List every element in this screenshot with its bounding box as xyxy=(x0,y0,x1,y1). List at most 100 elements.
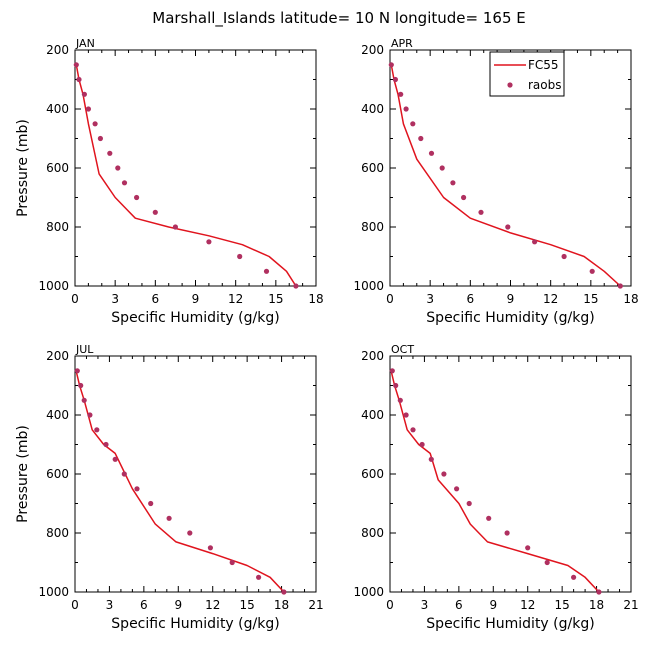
plot-frame xyxy=(74,49,317,287)
raobs-point xyxy=(397,397,403,403)
x-tick-label: 6 xyxy=(152,292,160,306)
raobs-point xyxy=(419,441,425,448)
x-tick-label: 9 xyxy=(489,598,497,612)
x-tick-label: 12 xyxy=(520,598,535,612)
y-tick-label: 800 xyxy=(46,526,69,540)
y-tick-label: 200 xyxy=(361,43,384,57)
y-tick-label: 1000 xyxy=(38,279,69,293)
y-tick-label: 800 xyxy=(361,220,384,234)
x-tick-label: 0 xyxy=(386,598,394,612)
raobs-point xyxy=(281,589,287,595)
raobs-point xyxy=(134,194,140,201)
raobs-point xyxy=(418,135,424,142)
raobs-point xyxy=(94,427,100,433)
y-tick-label: 600 xyxy=(361,467,384,481)
series-line-fc55 xyxy=(75,370,285,593)
raobs-point xyxy=(389,368,395,374)
panel-label: OCT xyxy=(391,343,414,356)
raobs-point xyxy=(525,545,531,551)
raobs-point xyxy=(134,486,140,492)
raobs-point xyxy=(398,91,404,97)
raobs-point xyxy=(148,500,154,507)
x-tick-label: 3 xyxy=(426,292,434,306)
y-tick-label: 1000 xyxy=(353,279,384,293)
x-tick-label: 18 xyxy=(308,292,323,306)
x-tick-label: 3 xyxy=(106,598,114,612)
y-tick-label: 800 xyxy=(46,220,69,234)
y-axis-label: Pressure (mb) xyxy=(15,119,31,217)
raobs-point xyxy=(115,165,121,171)
raobs-point xyxy=(121,471,127,477)
raobs-point xyxy=(263,268,270,274)
x-tick-label: 21 xyxy=(623,598,638,612)
y-tick-label: 800 xyxy=(361,526,384,540)
series-line-fc55 xyxy=(75,64,297,287)
x-tick-label: 12 xyxy=(205,598,220,612)
y-tick-label: 1000 xyxy=(38,585,69,599)
raobs-point xyxy=(532,239,538,245)
series-line-fc55 xyxy=(390,64,621,287)
raobs-point xyxy=(504,530,510,536)
panel-apr: APR 0 3 6 9 12 15 18 200 400 600 800 1000 Specific Hu… xyxy=(353,37,638,326)
raobs-point xyxy=(112,456,118,462)
raobs-point xyxy=(392,76,398,83)
raobs-point xyxy=(544,559,550,566)
x-axis-label: Specific Humidity (g/kg) xyxy=(111,616,279,632)
y-tick-label: 400 xyxy=(361,102,384,116)
raobs-point xyxy=(81,91,87,97)
x-tick-label: 9 xyxy=(507,292,515,306)
raobs-point xyxy=(403,106,409,112)
x-tick-label: 15 xyxy=(240,598,255,612)
x-tick-label: 18 xyxy=(274,598,289,612)
raobs-point xyxy=(571,574,577,580)
raobs-point xyxy=(589,268,595,274)
x-tick-label: 15 xyxy=(555,598,570,612)
y-tick-label: 200 xyxy=(46,349,69,363)
x-tick-label: 18 xyxy=(623,292,638,306)
raobs-point xyxy=(85,106,91,112)
y-tick-label: 200 xyxy=(46,43,69,57)
x-tick-label: 3 xyxy=(111,292,119,306)
legend-label-obs: raobs xyxy=(528,78,562,92)
raobs-point xyxy=(388,62,394,68)
raobs-point xyxy=(103,441,109,448)
raobs-point xyxy=(107,150,113,156)
legend: FC55 raobs xyxy=(489,51,565,97)
raobs-point xyxy=(454,486,460,492)
x-axis-label: Specific Humidity (g/kg) xyxy=(426,616,594,632)
raobs-point xyxy=(229,559,235,566)
raobs-point xyxy=(486,515,492,521)
raobs-point xyxy=(237,253,243,260)
raobs-point xyxy=(121,180,128,186)
y-tick-label: 1000 xyxy=(353,585,384,599)
raobs-point xyxy=(596,589,602,595)
y-tick-label: 400 xyxy=(46,408,69,422)
raobs-point xyxy=(87,412,93,418)
raobs-point xyxy=(461,194,467,201)
y-tick-label: 600 xyxy=(361,161,384,175)
raobs-point xyxy=(187,530,193,536)
plot-frame xyxy=(389,355,632,593)
x-tick-label: 6 xyxy=(455,598,463,612)
raobs-point xyxy=(74,368,80,374)
y-tick-label: 600 xyxy=(46,467,69,481)
x-tick-label: 21 xyxy=(308,598,323,612)
raobs-point xyxy=(428,150,435,156)
raobs-point xyxy=(410,427,416,433)
raobs-point xyxy=(92,121,98,127)
x-tick-label: 9 xyxy=(192,292,200,306)
panel-label: APR xyxy=(391,37,413,50)
x-tick-label: 0 xyxy=(71,598,79,612)
panel-oct: OCT 0 3 6 9 12 15 18 21 200 400 600 800 1000 Specific … xyxy=(353,343,638,632)
raobs-point xyxy=(206,239,212,245)
series-line-fc55 xyxy=(390,370,600,593)
y-tick-label: 400 xyxy=(46,102,69,116)
legend-box xyxy=(489,51,565,97)
x-axis-label: Specific Humidity (g/kg) xyxy=(111,310,279,326)
x-tick-label: 6 xyxy=(467,292,475,306)
plot-frame xyxy=(74,355,317,593)
y-tick-label: 200 xyxy=(361,349,384,363)
panel-jul: JUL 0 3 6 9 12 15 18 21 200 400 600 800 1000 Specific … xyxy=(15,343,324,632)
